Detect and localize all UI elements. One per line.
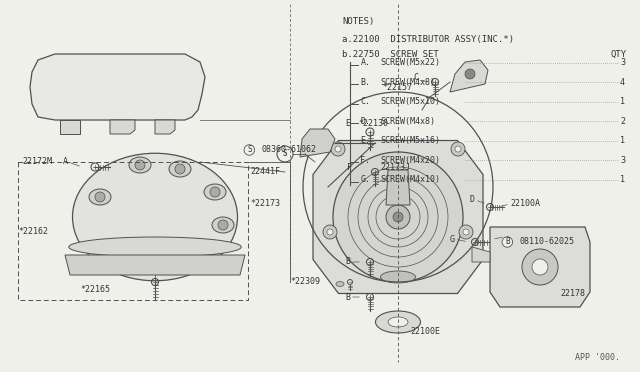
Circle shape <box>327 229 333 235</box>
Circle shape <box>323 225 337 239</box>
Ellipse shape <box>169 161 191 177</box>
Text: 22100A: 22100A <box>510 199 540 208</box>
Circle shape <box>175 164 185 174</box>
Ellipse shape <box>72 153 237 281</box>
Ellipse shape <box>388 317 408 327</box>
Polygon shape <box>155 120 175 134</box>
Text: 1: 1 <box>620 136 625 145</box>
Circle shape <box>218 220 228 230</box>
Text: 22441F: 22441F <box>250 167 280 176</box>
Circle shape <box>210 187 220 197</box>
Text: D: D <box>470 196 475 205</box>
Text: 2: 2 <box>620 117 625 126</box>
Text: A: A <box>63 157 68 167</box>
Text: B: B <box>345 257 350 266</box>
Polygon shape <box>300 129 335 157</box>
Text: B.: B. <box>360 78 371 87</box>
Text: G.: G. <box>360 175 371 184</box>
Circle shape <box>451 142 465 156</box>
Text: NOTES): NOTES) <box>342 17 374 26</box>
Polygon shape <box>386 170 410 205</box>
Text: APP '000.: APP '000. <box>575 353 620 362</box>
Polygon shape <box>65 255 245 275</box>
Circle shape <box>135 160 145 170</box>
Polygon shape <box>110 120 135 134</box>
Circle shape <box>331 142 345 156</box>
Text: SCREW(M5x16): SCREW(M5x16) <box>380 136 440 145</box>
Text: *22173: *22173 <box>250 199 280 208</box>
Circle shape <box>459 225 473 239</box>
Text: *22130: *22130 <box>358 119 388 128</box>
Ellipse shape <box>129 157 151 173</box>
Text: 22173J: 22173J <box>380 163 410 171</box>
Text: 3: 3 <box>620 58 625 67</box>
Circle shape <box>465 69 475 79</box>
Text: SCREW(M5x10): SCREW(M5x10) <box>380 97 440 106</box>
Text: SCREW(M5x22): SCREW(M5x22) <box>380 58 440 67</box>
Text: S: S <box>283 150 287 158</box>
Circle shape <box>333 152 463 282</box>
Circle shape <box>386 205 410 229</box>
Text: 08110-62025: 08110-62025 <box>519 237 574 247</box>
Text: SCREW(M4x20): SCREW(M4x20) <box>380 156 440 165</box>
Circle shape <box>455 146 461 152</box>
Text: F: F <box>347 163 352 171</box>
Circle shape <box>95 192 105 202</box>
Ellipse shape <box>68 237 241 257</box>
Text: 3: 3 <box>620 156 625 165</box>
Text: G: G <box>450 234 455 244</box>
Text: 22178: 22178 <box>560 289 585 298</box>
Text: b.22750  SCREW SET: b.22750 SCREW SET <box>342 50 439 59</box>
Text: SCREW(M4x8): SCREW(M4x8) <box>380 117 435 126</box>
Text: F.: F. <box>360 156 371 165</box>
Circle shape <box>277 146 293 162</box>
Circle shape <box>522 249 558 285</box>
Text: 22172M: 22172M <box>22 157 52 167</box>
Polygon shape <box>30 54 205 120</box>
Text: SCREW(M4x8): SCREW(M4x8) <box>380 78 435 87</box>
Circle shape <box>335 146 341 152</box>
Text: 08360-61062: 08360-61062 <box>261 145 316 154</box>
Polygon shape <box>60 120 80 134</box>
Ellipse shape <box>204 184 226 200</box>
Circle shape <box>393 212 403 222</box>
Text: A.: A. <box>360 58 371 67</box>
Polygon shape <box>450 60 488 92</box>
Polygon shape <box>490 227 590 307</box>
Text: E.: E. <box>360 136 371 145</box>
Polygon shape <box>313 141 483 294</box>
Text: B: B <box>505 237 509 247</box>
Text: C.: C. <box>360 97 371 106</box>
Text: S: S <box>247 145 252 154</box>
Text: *22157: *22157 <box>382 83 412 93</box>
Text: a.22100  DISTRIBUTOR ASSY(INC.*): a.22100 DISTRIBUTOR ASSY(INC.*) <box>342 35 515 44</box>
Text: B: B <box>345 292 350 301</box>
Text: 1: 1 <box>620 175 625 184</box>
Polygon shape <box>472 247 490 262</box>
Circle shape <box>463 229 469 235</box>
Text: *22309: *22309 <box>290 278 320 286</box>
Circle shape <box>532 259 548 275</box>
Text: C: C <box>413 73 418 81</box>
Ellipse shape <box>376 311 420 333</box>
Text: 4: 4 <box>620 78 625 87</box>
Text: D.: D. <box>360 117 371 126</box>
Text: *22162: *22162 <box>18 228 48 237</box>
Text: E: E <box>345 119 350 128</box>
Text: 22100E: 22100E <box>410 327 440 337</box>
Ellipse shape <box>336 282 344 286</box>
Ellipse shape <box>381 271 415 283</box>
Ellipse shape <box>212 217 234 233</box>
Text: SCREW(M4x10): SCREW(M4x10) <box>380 175 440 184</box>
Ellipse shape <box>89 189 111 205</box>
Text: QTY: QTY <box>611 50 627 59</box>
Text: *22165: *22165 <box>80 285 110 294</box>
Text: 1: 1 <box>620 97 625 106</box>
